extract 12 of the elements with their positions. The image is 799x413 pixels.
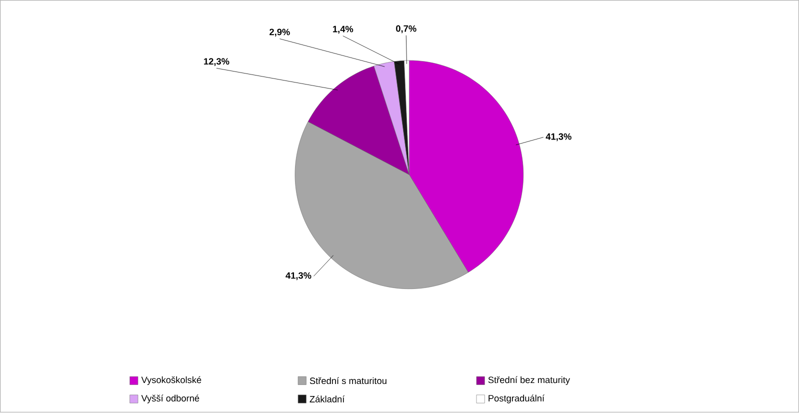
data-label: 0,7% [396,26,416,34]
legend-label: Střední s maturitou [310,377,386,384]
legend-label: Postgraduální [488,394,544,404]
legend-label: Základní [310,396,345,403]
data-label: 41,3% [546,134,572,142]
legend-label: Vysokoškolské [141,376,202,386]
data-label: 12,3% [204,58,230,66]
data-label: 1,4% [333,26,354,34]
data-label: 2,9% [270,28,290,37]
legend-label: Střední bez maturity [488,376,570,386]
data-label: 41,3% [286,272,312,280]
legend-label: Vyšší odborné [141,394,200,404]
